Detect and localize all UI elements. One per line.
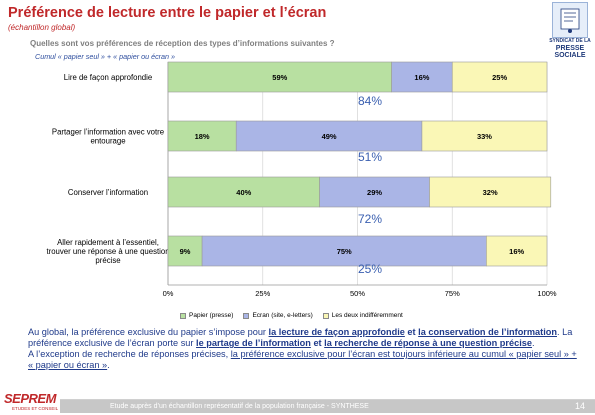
summary-emphasis: la conservation de l’information	[418, 327, 557, 337]
stacked-bar-chart: 0% 25% 50% 75% 100% Lire de façon approfondie…	[46, 61, 557, 298]
bar-segment	[235, 120, 423, 152]
legend-item-ecran: Ecran (site, e-letters)	[243, 312, 313, 319]
summary-text-run: . La préférence exclusive de l’écran por…	[28, 327, 573, 348]
bar-segment	[167, 61, 392, 93]
cumul-value-label: 25%	[358, 262, 382, 276]
bar-segment	[429, 176, 552, 208]
footer-text: Etude auprès d’un échantillon représenta…	[110, 403, 369, 410]
summary-text-run: Au global, la préférence exclusive du pa…	[28, 327, 269, 337]
page-subtitle: (échantillon global)	[8, 23, 76, 32]
footer-divider	[60, 399, 595, 400]
cumul-value-label: 51%	[358, 150, 382, 164]
bar-value-label: 59%	[272, 73, 287, 82]
legend-swatch-deux	[322, 312, 329, 319]
legend-swatch-ecran	[243, 312, 250, 319]
cumul-value-label: 84%	[358, 94, 382, 108]
seprem-brand-sub: ETUDES ET CONSEIL	[12, 406, 59, 411]
bar-segment	[451, 61, 548, 93]
category-label: Aller rapidement à l’essentiel, trouver u…	[46, 238, 169, 265]
summary-emphasis: la préférence exclusive pour l’écran est…	[28, 349, 577, 370]
logo-emblem	[552, 2, 588, 38]
x-tick-label: 25%	[255, 289, 270, 298]
summary-text-run: .	[107, 360, 110, 370]
bar-value-label: 49%	[322, 132, 337, 141]
legend-label-papier: Papier (presse)	[189, 312, 234, 319]
bar-value-label: 16%	[509, 247, 524, 256]
legend-item-deux: Les deux indifféremment	[322, 312, 403, 319]
bar-value-label: 16%	[414, 73, 429, 82]
summary-emphasis: la recherche de réponse à une question p…	[324, 338, 532, 348]
page-title: Préférence de lecture entre le papier et…	[8, 5, 327, 21]
legend-item-papier: Papier (presse)	[180, 312, 233, 319]
bar-value-label: 9%	[180, 247, 191, 256]
summary-text-run: A l’exception de recherche de réponses p…	[28, 349, 231, 359]
page-number: 14	[574, 401, 585, 411]
logo-line1: SYNDICAT DE LA	[549, 38, 591, 44]
legend-swatch-papier	[180, 312, 186, 319]
category-label: Partager l’information avec votre entoura…	[52, 127, 164, 145]
x-tick-label: 75%	[445, 289, 460, 298]
category-label: Conserver l’information	[68, 188, 148, 197]
bar-segment	[201, 235, 487, 267]
cumul-note: Cumul « papier seul » + « papier ou écra…	[35, 52, 176, 61]
summary-paragraph-2: A l’exception de recherche de réponses p…	[28, 349, 583, 371]
summary-text-run: et	[310, 338, 325, 348]
x-tick-label: 0%	[163, 289, 174, 298]
cumul-value-label: 72%	[358, 212, 382, 226]
x-tick-label: 50%	[350, 289, 365, 298]
bar-value-label: 32%	[483, 188, 498, 197]
summary-paragraph-1: Au global, la préférence exclusive du pa…	[28, 327, 583, 349]
summary-emphasis: le partage de l’information	[196, 338, 311, 348]
legend-label-ecran: Ecran (site, e-letters)	[252, 312, 313, 319]
bar-value-label: 40%	[236, 188, 251, 197]
survey-question: Quelles sont vos préférences de réceptio…	[30, 39, 335, 48]
logo-emblem-icon	[560, 8, 580, 33]
summary-text: Au global, la préférence exclusive du pa…	[28, 327, 583, 371]
bar-value-label: 75%	[337, 247, 352, 256]
summary-text-run: .	[532, 338, 535, 348]
bar-value-label: 18%	[195, 132, 210, 141]
footer-bar: Etude auprès d’un échantillon représenta…	[60, 400, 595, 413]
bar-segment	[421, 120, 548, 152]
summary-emphasis: la lecture de façon approfondie	[268, 327, 405, 337]
bar-segment	[167, 176, 320, 208]
seprem-brand: SEPREM	[4, 391, 56, 406]
seprem-logo: SEPREM ETUDES ET CONSEIL	[4, 392, 64, 414]
bar-value-label: 29%	[367, 188, 382, 197]
summary-text-run: et	[404, 327, 419, 337]
bar-segment	[167, 235, 203, 267]
bar-segment	[167, 120, 237, 152]
logo-line2: PRESSE	[555, 44, 585, 52]
category-label: Lire de façon approfondie	[64, 73, 152, 82]
bar-segment	[486, 235, 548, 267]
bar-value-label: 25%	[492, 73, 507, 82]
bar-segment	[319, 176, 430, 208]
bar-value-label: 33%	[477, 132, 492, 141]
x-tick-label: 100%	[537, 289, 557, 298]
presse-sociale-logo: SYNDICAT DE LA PRESSE SOCIALE	[548, 2, 592, 66]
legend-label-deux: Les deux indifféremment	[331, 312, 403, 319]
chart-legend: Papier (presse) Ecran (site, e-letters) …	[180, 312, 403, 319]
logo-line3: SOCIALE	[554, 51, 586, 59]
